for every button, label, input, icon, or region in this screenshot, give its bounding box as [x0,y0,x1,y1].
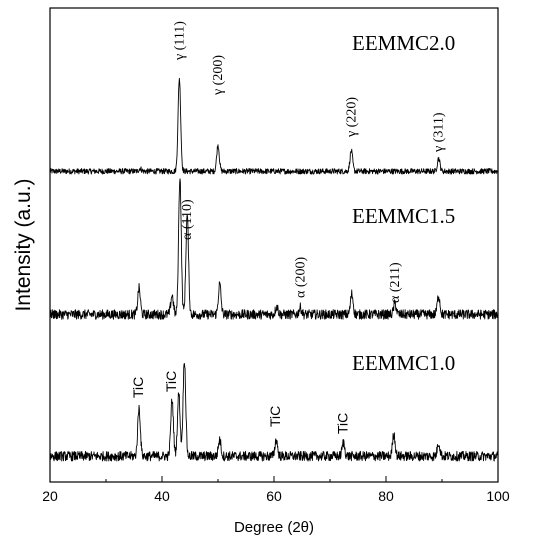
series-label-eemmc1-0: EEMMC1.0 [352,351,455,375]
tic-peak-label: TiC [163,371,179,392]
alpha-peak-label: α (110) [180,199,195,240]
gamma-peak-label: γ (200) [211,55,226,96]
tic-peak-label: TiC [130,377,146,398]
alpha-peak-label: α (211) [388,262,403,303]
gamma-peak-label: γ (311) [432,112,447,153]
x-tick-label-60: 60 [266,488,282,504]
series-line-eemmc1-5 [49,178,499,320]
gamma-peak-label: γ (111) [172,21,187,61]
x-tick-label-80: 80 [378,488,394,504]
tic-peak-label: TiC [267,406,283,427]
x-ticks-group: 20 40 60 80 100 [42,476,510,504]
traces-group: EEMMC2.0 EEMMC1.5 EEMMC1.0 [49,31,499,462]
series-label-eemmc2-0: EEMMC2.0 [352,31,455,55]
x-tick-label-40: 40 [154,488,170,504]
y-axis-title: Intensity (a.u.) [12,178,35,311]
x-tick-label-100: 100 [486,488,510,504]
x-axis-title: Degree (2θ) [234,519,314,536]
alpha-peak-label: α (200) [293,257,308,298]
series-label-eemmc1-5: EEMMC1.5 [352,204,455,228]
series-line-eemmc2-0 [49,77,499,175]
tic-peak-label: TiC [334,413,350,434]
x-tick-label-20: 20 [42,488,58,504]
gamma-peak-label: γ (220) [344,97,359,138]
series-line-eemmc1-0 [49,363,499,462]
annotations-group: γ (111) γ (200) γ (220) γ (311) α (110) α (20… [130,21,447,434]
